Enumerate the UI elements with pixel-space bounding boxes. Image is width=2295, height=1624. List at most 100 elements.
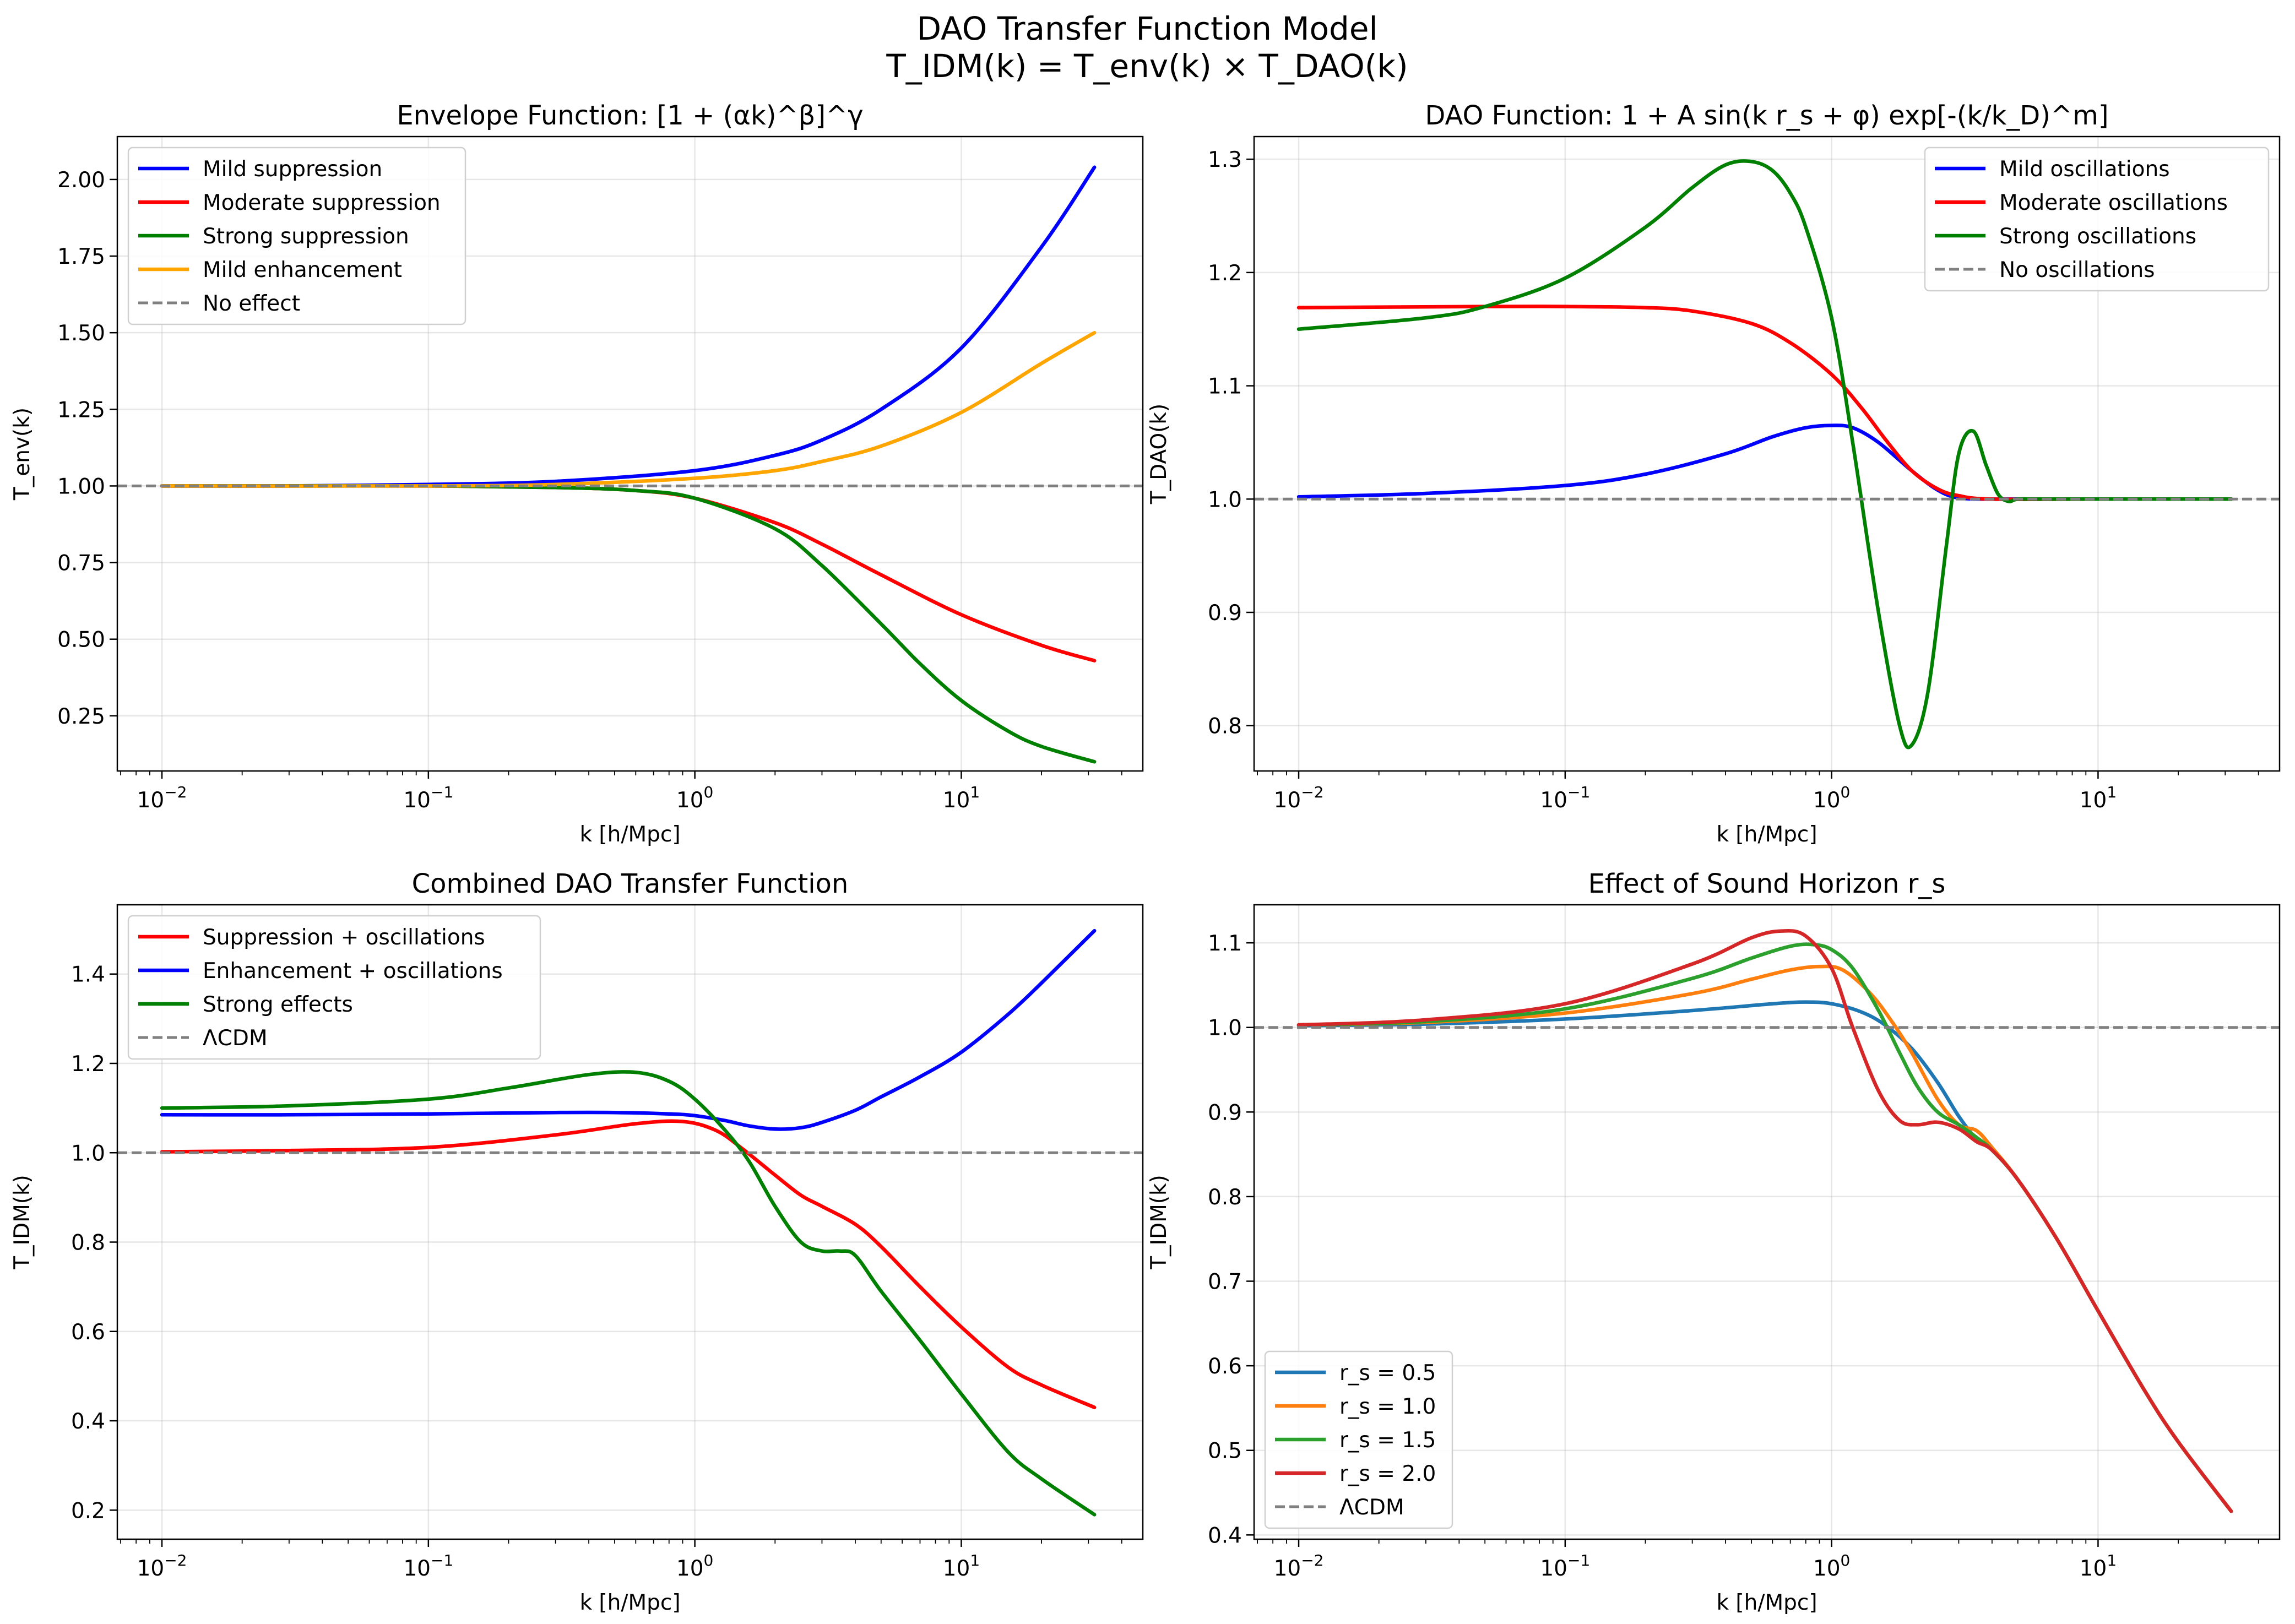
chart4-title: Effect of Sound Horizon r_s [1588, 868, 1946, 899]
chart4-legend-box [1264, 1350, 1453, 1529]
chart4-y-axis-label: T_IDM(k) [1147, 1175, 1171, 1270]
figure-suptitle-line2: T_IDM(k) = T_env(k) × T_DAO(k) [886, 47, 1408, 85]
chart1-series-4-line [160, 330, 1097, 488]
chart3-y-tick-label-6: 1.4 [71, 963, 105, 987]
chart2-y-tick-label-2: 1.0 [1208, 487, 1242, 512]
chart4-legend-label-4: r_s = 2.0 [1339, 1462, 1436, 1486]
chart1-y-axis-label: T_env(k) [10, 408, 35, 501]
chart3-y-axis-label: T_IDM(k) [10, 1175, 35, 1270]
chart1-x-tick-label-0: 10−2 [137, 783, 187, 813]
chart4-series-4-line [1296, 929, 2233, 1513]
chart1-y-tick-label-4: 1.25 [57, 398, 105, 422]
chart1-legend-label-1: Mild suppression [203, 157, 382, 182]
chart4-y-tick-label-0: 0.4 [1208, 1523, 1242, 1548]
chart1-panel: 10−2 10−1 100 101 0.25 0.50 0.75 1.00 1.25 1.50 1.… [10, 100, 1144, 847]
chart2-y-axis-label: T_DAO(k) [1147, 404, 1171, 504]
chart4-legend-label-5: ΛCDM [1339, 1495, 1404, 1520]
chart4-y-tick-label-4: 0.8 [1208, 1185, 1242, 1210]
chart3-y-tick-label-4: 1.0 [71, 1141, 105, 1166]
chart4-legend-label-3: r_s = 1.5 [1339, 1428, 1436, 1453]
chart3-legend: Suppression + oscillations Enhancement + … [127, 915, 541, 1060]
chart3-panel: 10−2 10−1 100 101 0.2 0.4 0.6 0.8 1.0 1.2 1.4 Combi… [10, 868, 1144, 1615]
chart3-x-axis-label: k [h/Mpc] [579, 1590, 680, 1615]
chart1-title: Envelope Function: [1 + (αk)^β]^γ [397, 100, 863, 131]
chart4-x-axis-label: k [h/Mpc] [1716, 1590, 1817, 1615]
chart1-y-tick-label-3: 1.00 [57, 474, 105, 499]
chart3-axes-frame [116, 904, 1144, 1540]
chart3-x-tick-label-2: 100 [676, 1551, 713, 1581]
chart3-y-tick-label-0: 0.2 [71, 1498, 105, 1523]
chart3-legend-label-1: Suppression + oscillations [203, 925, 485, 950]
chart4-x-tick-label-3: 101 [2080, 1551, 2117, 1581]
chart3-series-3-line [160, 1070, 1097, 1517]
chart2-legend-label-4: No oscillations [1999, 258, 2155, 283]
chart2-y-tick-label-4: 1.2 [1208, 261, 1242, 286]
chart4-y-tick-label-1: 0.5 [1208, 1439, 1242, 1464]
chart2-x-tick-label-1: 10−1 [1540, 783, 1590, 813]
chart2-legend-box [1924, 146, 2270, 292]
chart2-y-tick-label-0: 0.8 [1208, 714, 1242, 739]
chart1-x-tick-label-2: 100 [676, 783, 713, 813]
chart4-y-tick-label-7: 1.1 [1208, 931, 1242, 956]
chart1-legend-label-2: Moderate suppression [203, 191, 441, 215]
chart3-legend-label-3: Strong effects [203, 992, 353, 1017]
chart1-x-tick-label-1: 10−1 [403, 783, 453, 813]
chart1-y-tick-label-1: 0.50 [57, 628, 105, 653]
chart1-y-tick-label-0: 0.25 [57, 704, 105, 729]
figure-suptitle-line1: DAO Transfer Function Model [916, 10, 1377, 47]
chart4-axes-frame [1253, 904, 2281, 1540]
chart4-x-tick-label-0: 10−2 [1274, 1551, 1324, 1581]
chart2-x-tick-label-3: 101 [2080, 783, 2117, 813]
chart4-x-tick-label-2: 100 [1813, 1551, 1850, 1581]
chart2-series-3-line [1296, 159, 2233, 749]
chart1-legend: Mild suppression Moderate suppression Stro… [127, 146, 466, 325]
chart4-panel: 10−2 10−1 100 101 0.4 0.5 0.6 0.7 0.8 0.9 1.0 1.1 Ef… [1147, 868, 2281, 1615]
chart1-series-group [117, 165, 1143, 764]
chart1-legend-box [127, 146, 466, 325]
chart4-series-group [1254, 929, 2280, 1513]
chart2-axes-frame [1253, 135, 2281, 772]
chart3-x-tick-label-0: 10−2 [137, 1551, 187, 1581]
chart3-legend-label-2: Enhancement + oscillations [203, 959, 503, 984]
chart3-x-tick-label-3: 101 [943, 1551, 980, 1581]
chart4-y-tick-label-3: 0.7 [1208, 1270, 1242, 1295]
chart2-legend-label-2: Moderate oscillations [1999, 191, 2228, 215]
chart3-y-tick-label-5: 1.2 [71, 1052, 105, 1077]
chart2-x-tick-label-2: 100 [1813, 783, 1850, 813]
chart3-series-1-line [160, 1119, 1097, 1409]
chart1-y-tick-label-6: 1.75 [57, 245, 105, 269]
chart1-y-tick-label-2: 0.75 [57, 551, 105, 576]
chart3-series-2-line [160, 928, 1097, 1131]
chart1-x-axis-label: k [h/Mpc] [579, 822, 680, 847]
chart3-x-tick-label-1: 10−1 [403, 1551, 453, 1581]
chart1-x-tick-label-3: 101 [943, 783, 980, 813]
chart2-title: DAO Function: 1 + A sin(k r_s + φ) exp[-… [1425, 100, 2108, 131]
chart2-panel: 10−2 10−1 100 101 0.8 0.9 1.0 1.1 1.2 1.3 DAO Func… [1147, 100, 2281, 847]
chart4-x-tick-label-1: 10−1 [1540, 1551, 1590, 1581]
chart4-y-tick-label-5: 0.9 [1208, 1100, 1242, 1125]
chart2-legend: Mild oscillations Moderate oscillations St… [1924, 146, 2270, 292]
chart2-x-axis-label: k [h/Mpc] [1716, 822, 1817, 847]
chart1-y-tick-label-5: 1.50 [57, 321, 105, 346]
chart2-legend-label-3: Strong oscillations [1999, 224, 2196, 249]
chart4-legend-label-1: r_s = 0.5 [1339, 1361, 1436, 1386]
chart2-series-group [1254, 159, 2280, 749]
chart4-legend: r_s = 0.5 r_s = 1.0 r_s = 1.5 r_s = 2.0 ΛCDM [1264, 1350, 1453, 1529]
chart2-y-tick-label-1: 0.9 [1208, 601, 1242, 626]
chart2-legend-label-1: Mild oscillations [1999, 157, 2170, 182]
chart1-legend-label-3: Strong suppression [203, 224, 409, 249]
chart3-y-tick-label-3: 0.8 [71, 1231, 105, 1256]
chart3-y-tick-label-2: 0.6 [71, 1320, 105, 1345]
chart4-y-tick-label-6: 1.0 [1208, 1016, 1242, 1041]
chart4-y-tick-label-2: 0.6 [1208, 1354, 1242, 1379]
chart2-y-tick-label-3: 1.1 [1208, 374, 1242, 399]
chart1-axes-frame [116, 135, 1144, 772]
chart1-legend-label-5: No effect [203, 291, 300, 316]
chart3-legend-label-4: ΛCDM [203, 1026, 268, 1051]
chart3-title: Combined DAO Transfer Function [412, 868, 849, 899]
chart2-y-tick-label-5: 1.3 [1208, 148, 1242, 172]
chart3-legend-box [127, 915, 541, 1060]
chart4-legend-label-2: r_s = 1.0 [1339, 1394, 1436, 1419]
chart3-series-group [117, 928, 1143, 1517]
